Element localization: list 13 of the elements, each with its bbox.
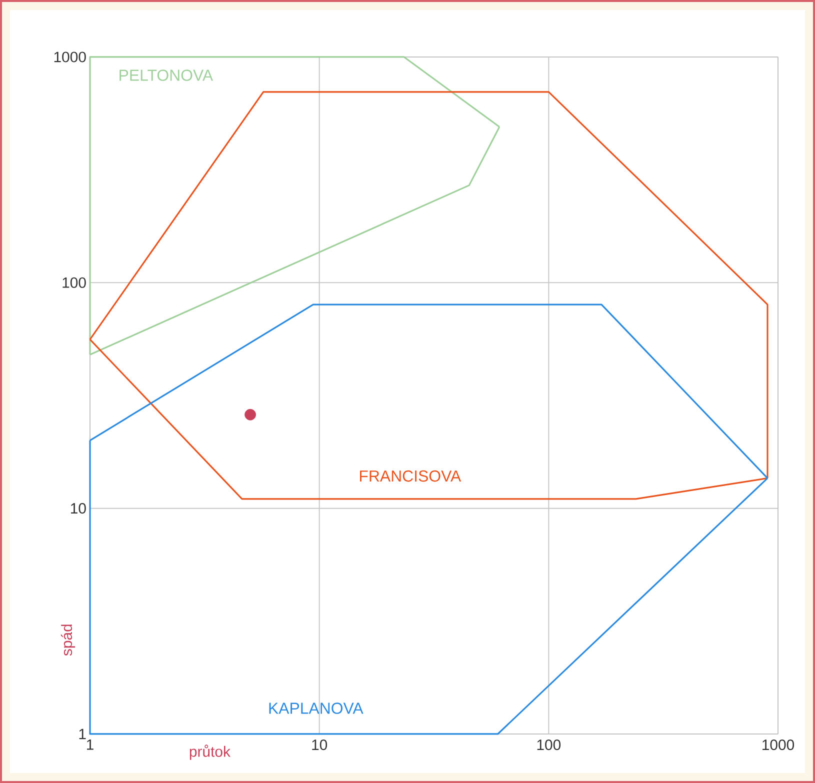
y-axis-title: spád — [60, 624, 76, 656]
text: FRANCISOVA — [360, 470, 462, 482]
x-axis-title: průtok — [190, 744, 230, 760]
x-tick-label: 10 — [312, 740, 328, 750]
x-tick-label: 1 — [86, 740, 94, 750]
y-tick-label: 1000 — [54, 52, 86, 62]
x-tick-label: 1000 — [762, 740, 794, 750]
series-label: PELTONOVA — [120, 70, 214, 81]
x-tick-label: 100 — [537, 740, 561, 750]
y-tick-label: 100 — [62, 277, 86, 288]
text: KAPLANOVA — [269, 702, 364, 714]
y-tick-label: 10 — [71, 503, 86, 514]
y-tick-label: 1 — [79, 728, 86, 740]
